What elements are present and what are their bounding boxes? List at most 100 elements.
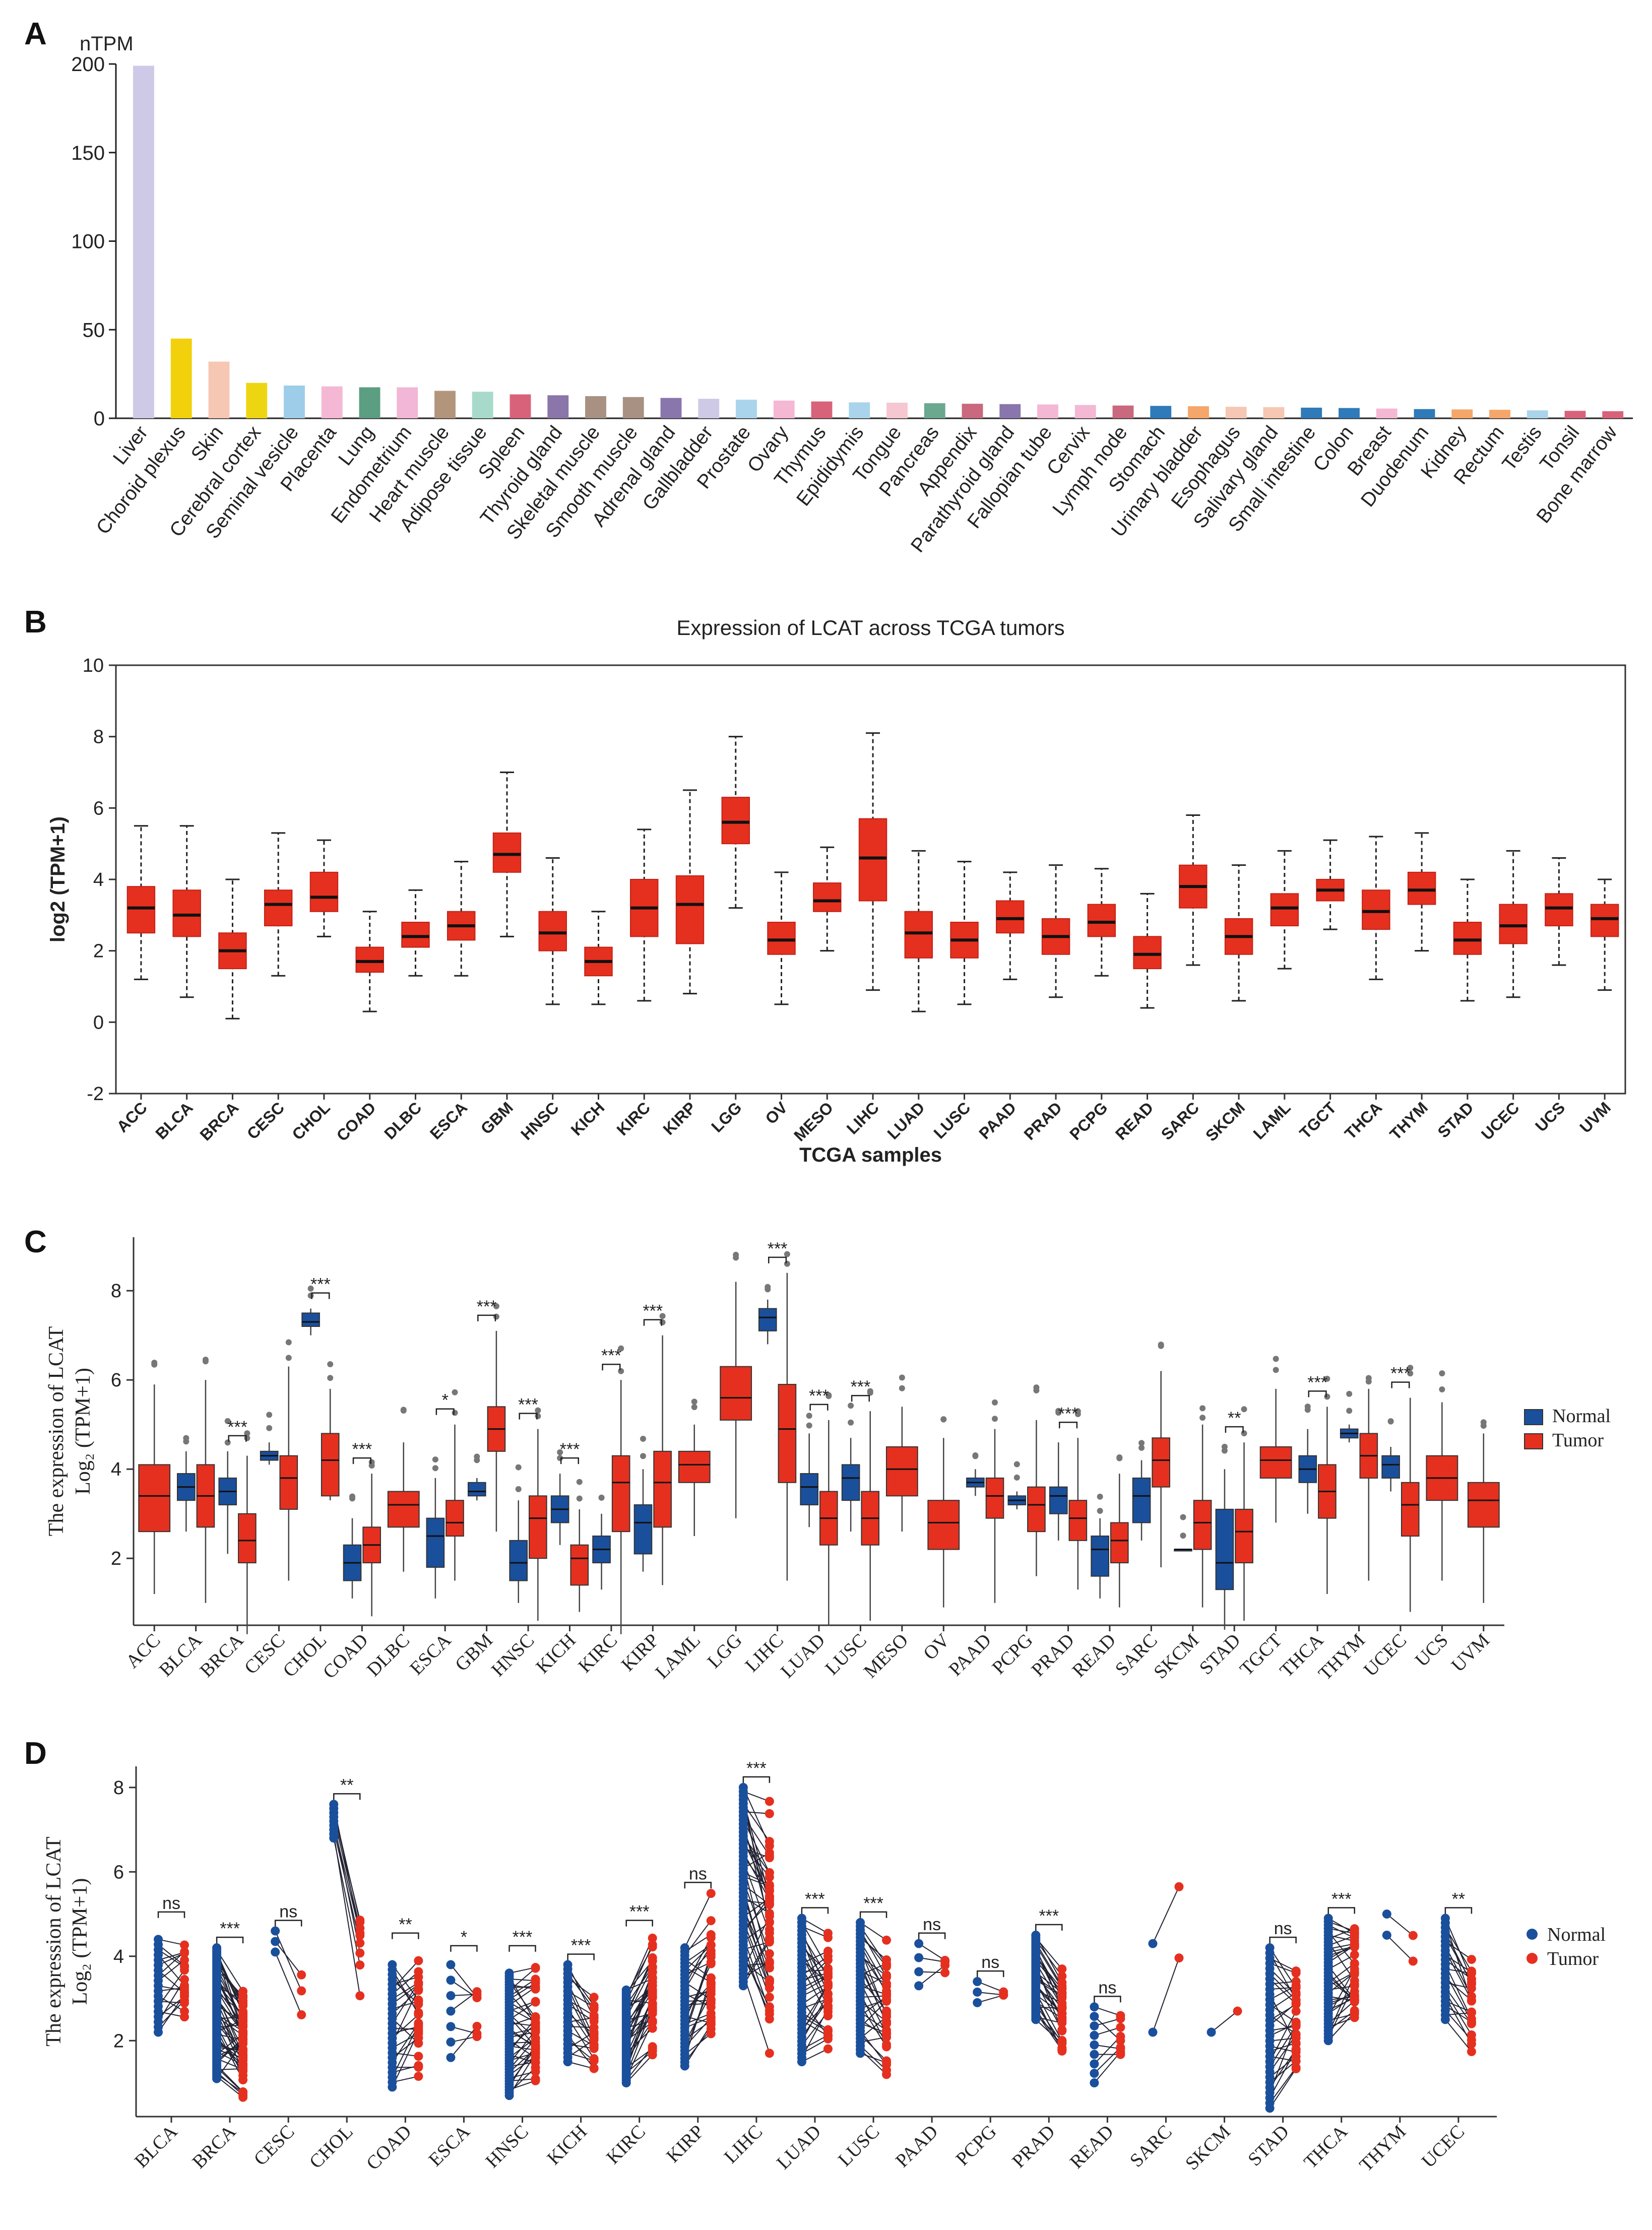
bar-parathyroid-gland — [999, 404, 1021, 418]
point-tumor — [706, 1940, 716, 1950]
significance-label: *** — [227, 1418, 247, 1437]
significance-bracket — [625, 1920, 653, 1927]
point-normal — [271, 1926, 280, 1936]
x-tick-label: COAD — [333, 1098, 379, 1144]
bar-adrenal-gland — [660, 398, 682, 418]
point-tumor — [882, 2019, 892, 2028]
y-tick-label: 2 — [111, 1548, 121, 1569]
significance-bracket — [768, 1256, 787, 1263]
point-tumor — [589, 1993, 599, 2002]
box-luad — [904, 911, 933, 959]
point-tumor — [1116, 2022, 1125, 2032]
point-normal — [914, 1953, 924, 1962]
outlier-point — [285, 1355, 292, 1361]
point-tumor — [180, 1998, 189, 2008]
x-tick-label: BLCA — [155, 1629, 207, 1681]
pair-line — [509, 2080, 536, 2090]
point-tumor — [1116, 2036, 1125, 2046]
significance-label: *** — [1307, 1373, 1327, 1392]
box-pcpg — [1087, 904, 1116, 937]
point-normal — [446, 2053, 456, 2062]
bar-pancreas — [924, 403, 945, 418]
pair-line — [275, 1941, 302, 1976]
point-tumor — [648, 2044, 657, 2053]
box-tumor-read — [1110, 1522, 1129, 1564]
y-tick-label: 150 — [71, 142, 105, 164]
outlier-point — [1221, 1447, 1228, 1454]
point-tumor — [414, 2052, 423, 2061]
significance-bracket — [274, 1920, 302, 1927]
box-tumor-skcm — [1193, 1500, 1212, 1550]
pair-line — [1386, 1914, 1414, 1936]
x-tick-label: KICH — [543, 2121, 591, 2169]
outlier-point — [1324, 1375, 1330, 1382]
point-tumor — [1350, 2009, 1359, 2019]
bar-epididymis — [849, 402, 870, 418]
point-tumor — [706, 1930, 716, 1939]
bar-skeletal-muscle — [585, 396, 606, 418]
outlier-point — [867, 1388, 873, 1394]
outlier-point — [784, 1251, 790, 1257]
bar-smooth-muscle — [622, 397, 644, 418]
point-tumor — [765, 1937, 774, 1947]
point-normal — [973, 1987, 982, 1997]
outlier-point — [1407, 1365, 1414, 1371]
pair-line — [567, 1968, 595, 2006]
x-tick-label: LGG — [704, 1630, 746, 1673]
point-tumor — [765, 1868, 774, 1877]
outlier-point — [515, 1486, 522, 1492]
bar-tongue — [886, 403, 908, 418]
point-tumor — [1467, 2047, 1476, 2057]
point-tumor — [355, 1960, 365, 1970]
pair-line — [392, 2033, 419, 2049]
outlier-point — [1346, 1408, 1353, 1414]
point-tumor — [1116, 2044, 1125, 2054]
outlier-point — [1439, 1370, 1445, 1377]
point-tumor — [823, 2031, 833, 2041]
point-tumor — [765, 1908, 774, 1918]
point-tumor — [765, 2049, 774, 2058]
outlier-point — [1273, 1356, 1279, 1362]
significance-label: *** — [746, 1759, 767, 1778]
x-tick-label: HNSC — [482, 2121, 533, 2172]
significance-label: *** — [629, 1902, 650, 1922]
box-uvm — [1590, 904, 1619, 937]
box-chol — [309, 871, 339, 912]
point-tumor — [472, 1993, 482, 2002]
x-tick-label: READ — [1068, 1630, 1120, 1682]
point-tumor — [1467, 2007, 1476, 2017]
significance-bracket — [1327, 1907, 1355, 1914]
significance-bracket — [435, 1408, 455, 1415]
box-normal-lusc — [841, 1464, 860, 1501]
pair-line — [1269, 2025, 1297, 2067]
point-tumor — [1057, 1964, 1067, 1974]
point-tumor — [180, 1981, 189, 1990]
y-tick-label: 6 — [113, 1862, 124, 1883]
significance-label: *** — [352, 1440, 372, 1459]
pair-line — [1445, 2019, 1472, 2052]
x-tick-label: PCPG — [952, 2121, 1001, 2170]
point-tumor — [589, 2023, 599, 2032]
x-tick-label: THCA — [1300, 2121, 1352, 2173]
pair-line — [918, 1943, 945, 1961]
significance-label: ns — [689, 1864, 707, 1883]
pair-line — [450, 2026, 478, 2058]
legend-label-normal: Normal — [1552, 1406, 1611, 1427]
point-tumor — [1291, 1966, 1301, 1976]
x-tick-label: ESCA — [424, 2121, 474, 2171]
significance-bracket — [1391, 1381, 1410, 1388]
point-tumor — [882, 1989, 892, 1998]
significance-label: *** — [1058, 1404, 1078, 1423]
point-normal — [1090, 2021, 1099, 2030]
point-tumor — [882, 2040, 892, 2049]
outlier-point — [848, 1403, 854, 1409]
chart-title: Expression of LCAT across TCGA tumors — [676, 616, 1064, 640]
box-ov — [767, 922, 796, 955]
outlier-point — [1439, 1386, 1445, 1392]
bar-rectum — [1489, 410, 1510, 418]
box-tumor-kich — [570, 1544, 589, 1586]
x-tick-label: COAD — [319, 1630, 372, 1683]
point-tumor — [765, 1949, 774, 1958]
point-tumor — [414, 1995, 423, 2005]
outlier-point — [224, 1418, 231, 1424]
